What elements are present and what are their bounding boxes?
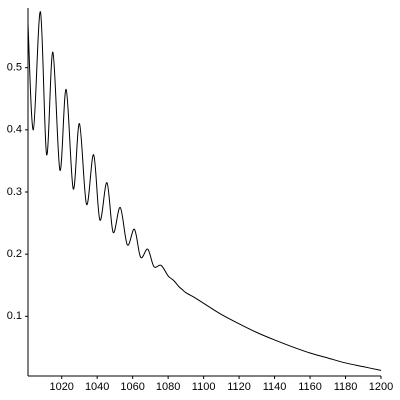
x-tick-label: 1100 <box>192 381 216 393</box>
x-tick-label: 1160 <box>298 381 322 393</box>
line <box>27 11 382 371</box>
y-tick-label: 0.2 <box>7 248 22 260</box>
x-tick-label: 1140 <box>263 381 287 393</box>
x-tick-label: 1040 <box>85 381 109 393</box>
x-tick-label: 1200 <box>369 381 393 393</box>
x-tick-label: 1180 <box>334 381 358 393</box>
y-tick-label: 0.3 <box>7 186 22 198</box>
y-tick-label: 0.1 <box>7 310 22 322</box>
x-tick-label: 1080 <box>156 381 180 393</box>
x-tick-label: 1060 <box>120 381 144 393</box>
y-tick-label: 0.5 <box>7 62 22 74</box>
x-tick-label: 1120 <box>227 381 251 393</box>
y-tick-label: 0.4 <box>7 124 22 136</box>
x-tick-label: 1020 <box>49 381 73 393</box>
